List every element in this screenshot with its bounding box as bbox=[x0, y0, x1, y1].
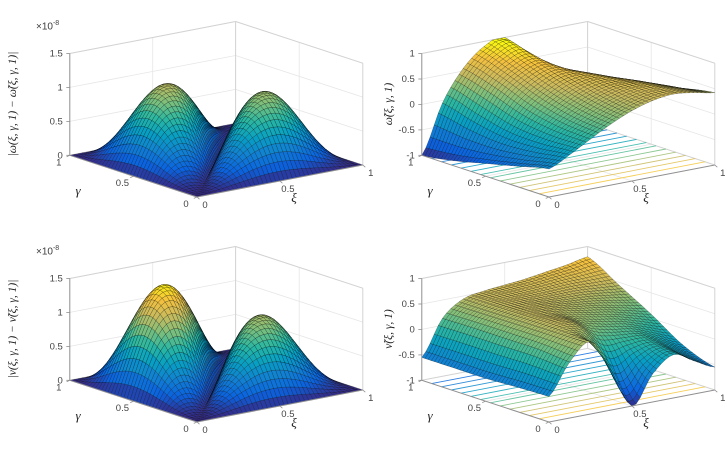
x-tick-label: 0 bbox=[202, 425, 207, 436]
z-tick-label: 1.5 bbox=[50, 49, 63, 60]
y-axis-label: γ bbox=[427, 183, 433, 198]
y-tick-label: 0 bbox=[183, 199, 188, 210]
z-tick-label: -1 bbox=[406, 375, 414, 386]
y-tick-label: 0 bbox=[535, 424, 540, 435]
surface-mesh bbox=[421, 37, 715, 170]
y-tick-label: 1 bbox=[408, 157, 413, 168]
surface-mesh bbox=[421, 256, 715, 407]
y-tick-label: 1 bbox=[56, 157, 61, 168]
y-tick-label: 0 bbox=[183, 424, 188, 435]
x-tick-label: 0.5 bbox=[281, 409, 294, 420]
y-tick-label: 0.5 bbox=[468, 403, 481, 414]
z-axis-label: |ν(ξ, γ, 1) − ν̃(ξ, γ, 1)| bbox=[7, 279, 19, 379]
y-tick-label: 1 bbox=[408, 382, 413, 393]
axis-lines bbox=[418, 278, 718, 425]
z-tick-label: 0 bbox=[410, 324, 415, 335]
x-axis-label: ξ bbox=[643, 415, 649, 430]
axis-lines bbox=[418, 53, 718, 200]
z-tick-label: 0 bbox=[410, 99, 415, 110]
z-tick-label: 1 bbox=[58, 82, 63, 93]
x-axis-label: ξ bbox=[643, 190, 649, 205]
z-tick-label: 0.5 bbox=[50, 116, 63, 127]
x-tick-label: 1 bbox=[368, 168, 373, 179]
multiplier-exponent: -8 bbox=[52, 245, 60, 252]
x-tick-label: 0 bbox=[202, 200, 207, 211]
z-tick-label: 0.5 bbox=[50, 341, 63, 352]
z-axis-label: |ω(ξ, γ, 1) − ω̃(ξ, γ, 1)| bbox=[7, 51, 19, 157]
z-tick-label: 1 bbox=[410, 274, 415, 285]
z-tick-label: 0.5 bbox=[402, 74, 415, 85]
x-axis-label: ξ bbox=[291, 415, 297, 430]
x-tick-label: 1 bbox=[368, 393, 373, 404]
z-tick-label: -0.5 bbox=[398, 350, 414, 361]
x-tick-label: 1 bbox=[720, 393, 725, 404]
multiplier-exponent: -8 bbox=[52, 20, 60, 27]
z-tick-label: 0 bbox=[58, 375, 63, 386]
z-tick-label: -0.5 bbox=[398, 125, 414, 136]
subplot-nu-tilde: 0 0.5 1 0 0.5 1 -1 -0.5 0 0.5 1 ν̃(ξ, γ, 1) ξ γ bbox=[364, 225, 727, 450]
y-tick-label: 0.5 bbox=[468, 178, 481, 189]
z-axis-exponent-multiplier: ×10-8 bbox=[36, 245, 59, 257]
z-tick-label: 0 bbox=[58, 150, 63, 161]
surface-mesh bbox=[69, 284, 363, 423]
x-tick-label: 1 bbox=[720, 168, 725, 179]
surface-mesh bbox=[69, 83, 363, 198]
y-tick-label: 1 bbox=[56, 382, 61, 393]
z-axis-exponent-multiplier: ×10-8 bbox=[36, 20, 59, 32]
x-tick-label: 0.5 bbox=[633, 184, 646, 195]
y-tick-label: 0 bbox=[535, 199, 540, 210]
y-axis-label: γ bbox=[75, 183, 81, 198]
z-axis-label: ω̃(ξ, γ, 1) bbox=[383, 82, 395, 126]
x-tick-label: 0.5 bbox=[633, 409, 646, 420]
x-tick-label: 0 bbox=[554, 200, 559, 211]
y-tick-label: 0.5 bbox=[116, 403, 129, 414]
axis-lines bbox=[66, 53, 366, 200]
axis-lines bbox=[66, 278, 366, 425]
z-tick-label: 1.5 bbox=[50, 274, 63, 285]
multiplier-base: ×10 bbox=[36, 21, 53, 33]
subplot-omega-tilde: 0 0.5 1 0 0.5 1 -1 -0.5 0 0.5 1 ω̃(ξ, γ, 1) ξ γ bbox=[364, 0, 727, 225]
multiplier-base: ×10 bbox=[36, 246, 53, 258]
x-axis-label: ξ bbox=[291, 190, 297, 205]
y-axis-label: γ bbox=[427, 408, 433, 423]
x-tick-label: 0 bbox=[554, 425, 559, 436]
z-tick-label: 1 bbox=[58, 307, 63, 318]
z-tick-label: -1 bbox=[406, 150, 414, 161]
x-tick-label: 0.5 bbox=[281, 184, 294, 195]
z-axis-label: ν̃(ξ, γ, 1) bbox=[383, 309, 395, 349]
z-tick-label: 1 bbox=[410, 49, 415, 60]
subplot-nu-error: 0 0.5 1 0 0.5 1 0 0.5 1 1.5 ×10-8 |ν(ξ, γ, 1) − ν… bbox=[0, 225, 373, 450]
y-axis-label: γ bbox=[75, 408, 81, 423]
z-tick-label: 0.5 bbox=[402, 299, 415, 310]
y-tick-label: 0.5 bbox=[116, 178, 129, 189]
subplot-omega-error: 0 0.5 1 0 0.5 1 0 0.5 1 1.5 ×10-8 |ω(ξ, γ, 1) − ω… bbox=[0, 0, 373, 225]
